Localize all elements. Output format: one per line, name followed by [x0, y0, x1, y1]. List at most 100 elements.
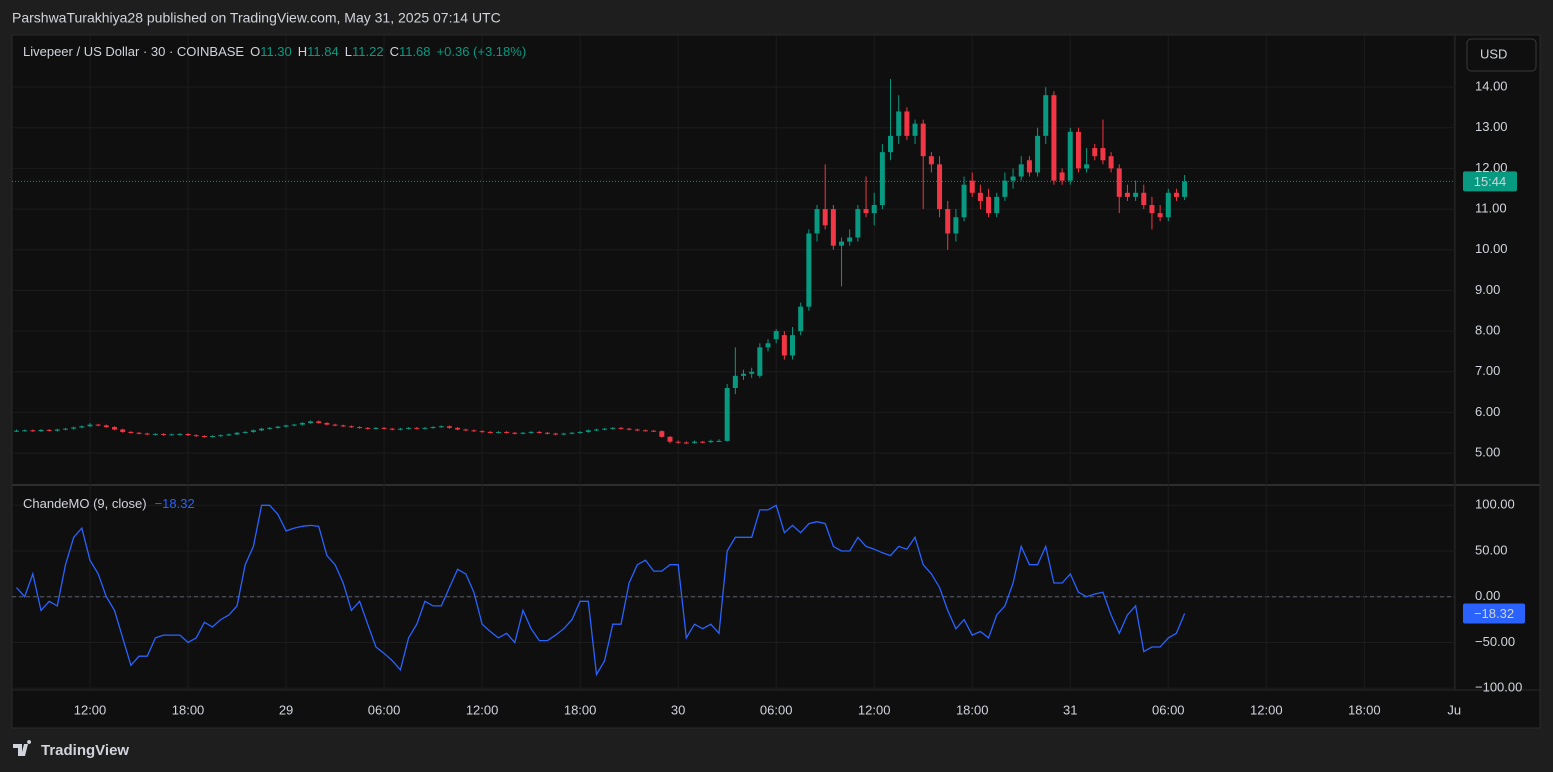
price-badge-label: 15:44	[1474, 174, 1507, 189]
candle-body	[528, 431, 534, 433]
x-tick-label: 12:00	[74, 702, 107, 717]
candle-body	[642, 430, 648, 432]
candle-body	[185, 433, 191, 436]
oscillator-legend: ChandeMO (9, close) −18.32	[23, 496, 195, 511]
y-tick-label: 11.00	[1475, 201, 1507, 216]
candle-body	[373, 427, 379, 429]
footer-brand: TradingView	[13, 740, 129, 759]
candle-body	[504, 431, 510, 433]
candle-body	[667, 436, 673, 442]
candle-body	[651, 430, 657, 432]
readout-low: 11.22	[352, 44, 384, 59]
candle-body	[634, 429, 640, 431]
candle-body	[332, 424, 338, 426]
candle-body	[38, 429, 44, 432]
candle-body	[63, 428, 69, 430]
candle-body	[201, 436, 207, 438]
candle-body	[136, 432, 142, 434]
candle-body	[765, 343, 771, 348]
candle-body	[1108, 156, 1114, 169]
candle-body	[593, 429, 599, 431]
candle-body	[879, 152, 885, 206]
candle-body	[1084, 164, 1090, 169]
x-tick-label: 18:00	[564, 702, 597, 717]
candle-body	[1075, 131, 1081, 169]
candle-body	[839, 241, 845, 246]
candle-body	[242, 431, 248, 433]
readout-open: 11.30	[260, 44, 292, 59]
candle-body	[659, 431, 665, 437]
candle-body	[577, 431, 583, 433]
candle-body	[226, 434, 232, 436]
candle-body	[536, 431, 542, 433]
candle-body	[177, 433, 183, 435]
readout-close-label: C	[390, 44, 399, 59]
candle-body	[512, 432, 518, 434]
candle-body	[757, 347, 763, 376]
candle-body	[773, 331, 779, 340]
candle-body	[626, 428, 632, 430]
candle-body	[1043, 95, 1049, 136]
currency-button-label[interactable]: USD	[1480, 46, 1507, 61]
candle-body	[283, 425, 289, 427]
readout-open-label: O	[250, 44, 260, 59]
candle-body	[218, 435, 224, 437]
x-tick-label: 12:00	[466, 702, 499, 717]
candle-body	[953, 217, 959, 234]
candle-body	[144, 433, 150, 435]
candle-body	[691, 441, 697, 443]
y-tick-label: 10.00	[1475, 241, 1508, 256]
candle-body	[847, 237, 853, 242]
candle-body	[455, 427, 461, 430]
candle-body	[381, 427, 387, 429]
candle-body	[324, 422, 330, 425]
candle-body	[798, 306, 804, 332]
candle-body	[414, 427, 420, 429]
candle-body	[112, 427, 118, 430]
candle-body	[1067, 131, 1073, 181]
y-tick-label: −100.00	[1475, 680, 1522, 695]
currency-button-box[interactable]	[1466, 38, 1537, 72]
candle-body	[95, 424, 101, 426]
candle-body	[1157, 213, 1163, 218]
candle-body	[120, 429, 126, 432]
candle-body	[54, 429, 60, 431]
readout-high: 11.84	[307, 44, 339, 59]
candle-body	[520, 432, 526, 434]
candle-body	[397, 428, 403, 430]
readout-low-label: L	[345, 44, 352, 59]
x-tick-label: 29	[279, 702, 293, 717]
candle-body	[1124, 192, 1130, 197]
candle-body	[1100, 148, 1106, 161]
candle-body	[561, 433, 567, 435]
oscillator-badge	[1463, 603, 1525, 624]
candle-body	[308, 421, 314, 423]
symbol-title: Livepeer / US Dollar · 30 · COINBASE	[23, 44, 244, 59]
candle-body	[22, 430, 28, 432]
candle-body	[250, 430, 256, 432]
candle-body	[610, 427, 616, 429]
candle-body	[291, 424, 297, 426]
x-tick-label: Ju	[1447, 702, 1461, 717]
candle-body	[365, 427, 371, 429]
candle-body	[871, 205, 877, 214]
grid	[12, 35, 1455, 690]
marks	[12, 78, 1525, 677]
y-tick-label: 9.00	[1475, 282, 1500, 297]
candle-body	[553, 433, 559, 435]
candle-body	[71, 427, 77, 429]
currency-button[interactable]: USD	[1466, 38, 1537, 72]
candle-body	[749, 371, 755, 374]
candle-body	[1133, 192, 1139, 197]
candle-body	[463, 429, 469, 431]
candle-body	[806, 233, 812, 307]
y-tick-label: 100.00	[1475, 497, 1515, 512]
candle-body	[79, 426, 85, 428]
candle-body	[1018, 164, 1024, 177]
x-tick-label: 06:00	[368, 702, 401, 717]
candle-body	[790, 335, 796, 356]
candle-body	[1026, 160, 1032, 173]
candle-body	[471, 430, 477, 432]
